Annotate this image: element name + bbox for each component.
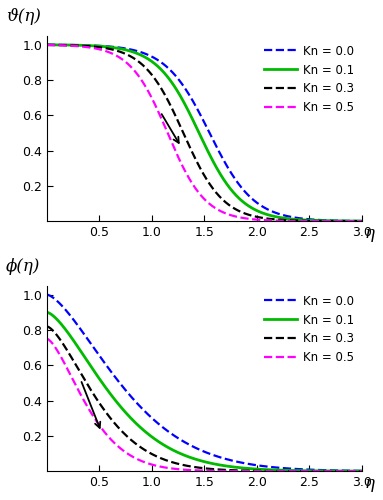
Text: ϕ(η): ϕ(η) bbox=[6, 258, 40, 274]
Text: ϑ(η): ϑ(η) bbox=[6, 8, 41, 24]
Legend: Kn = 0.0, Kn = 0.1, Kn = 0.3, Kn = 0.5: Kn = 0.0, Kn = 0.1, Kn = 0.3, Kn = 0.5 bbox=[259, 40, 359, 119]
Legend: Kn = 0.0, Kn = 0.1, Kn = 0.3, Kn = 0.5: Kn = 0.0, Kn = 0.1, Kn = 0.3, Kn = 0.5 bbox=[259, 290, 359, 369]
Text: η: η bbox=[365, 475, 375, 492]
Text: η: η bbox=[365, 225, 375, 242]
